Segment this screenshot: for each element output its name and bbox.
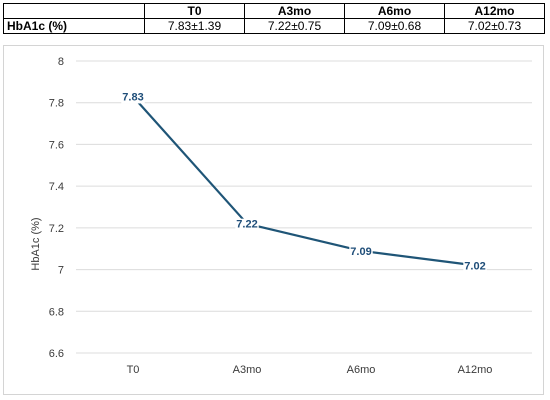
value-t0: 7.83±1.39 <box>144 18 245 34</box>
y-tick-label: 7.4 <box>49 181 64 193</box>
y-tick-label: 6.6 <box>49 348 64 360</box>
x-tick-label: A6mo <box>347 364 376 376</box>
x-tick-label: A12mo <box>458 364 493 376</box>
x-tick-label: A3mo <box>233 364 262 376</box>
row-label-hba1c: HbA1c (%) <box>3 18 145 34</box>
header-t0: T0 <box>144 3 245 19</box>
chart-area: 6.6 6.8 7 7.2 7.4 7.6 7.8 8 T0 A3mo A6mo A12mo HbA… <box>3 45 544 395</box>
line-chart: 6.6 6.8 7 7.2 7.4 7.6 7.8 8 T0 A3mo A6mo A12mo HbA… <box>30 56 532 376</box>
data-label-background <box>235 218 259 231</box>
data-label: 7.22 <box>236 219 257 231</box>
value-a6mo: 7.09±0.68 <box>344 18 445 34</box>
header-a3mo: A3mo <box>244 3 345 19</box>
summary-table: T0 A3mo A6mo A12mo HbA1c (%) 7.83±1.39 7… <box>3 3 545 34</box>
value-a12mo: 7.02±0.73 <box>444 18 545 34</box>
y-axis-title: HbA1c (%) <box>30 217 42 270</box>
data-label: 7.09 <box>350 246 371 258</box>
header-a12mo: A12mo <box>444 3 545 19</box>
x-tick-labels: T0 A3mo A6mo A12mo <box>127 364 493 376</box>
y-tick-labels: 6.6 6.8 7 7.2 7.4 7.6 7.8 8 <box>49 56 64 360</box>
summary-header-row: T0 A3mo A6mo A12mo <box>3 3 545 19</box>
data-label-background <box>121 91 145 104</box>
y-tick-label: 7.6 <box>49 139 64 151</box>
value-a3mo: 7.22±0.75 <box>244 18 345 34</box>
data-label: 7.83 <box>122 91 143 103</box>
x-tick-label: T0 <box>127 364 140 376</box>
data-label: 7.02 <box>464 260 485 272</box>
header-empty-cell <box>3 3 145 19</box>
series-line-group <box>132 95 476 267</box>
data-labels: 7.83 7.22 7.09 7.02 <box>121 91 487 273</box>
y-tick-label: 7.2 <box>49 223 64 235</box>
gridlines <box>76 60 532 354</box>
header-a6mo: A6mo <box>344 3 445 19</box>
data-label-background <box>463 260 487 273</box>
series-line <box>132 95 476 267</box>
y-tick-label: 6.8 <box>49 306 64 318</box>
y-tick-label: 8 <box>58 56 64 68</box>
summary-data-row: HbA1c (%) 7.83±1.39 7.22±0.75 7.09±0.68 … <box>3 18 545 34</box>
y-tick-label: 7.8 <box>49 98 64 110</box>
data-label-background <box>349 245 373 258</box>
y-tick-label: 7 <box>58 265 64 277</box>
